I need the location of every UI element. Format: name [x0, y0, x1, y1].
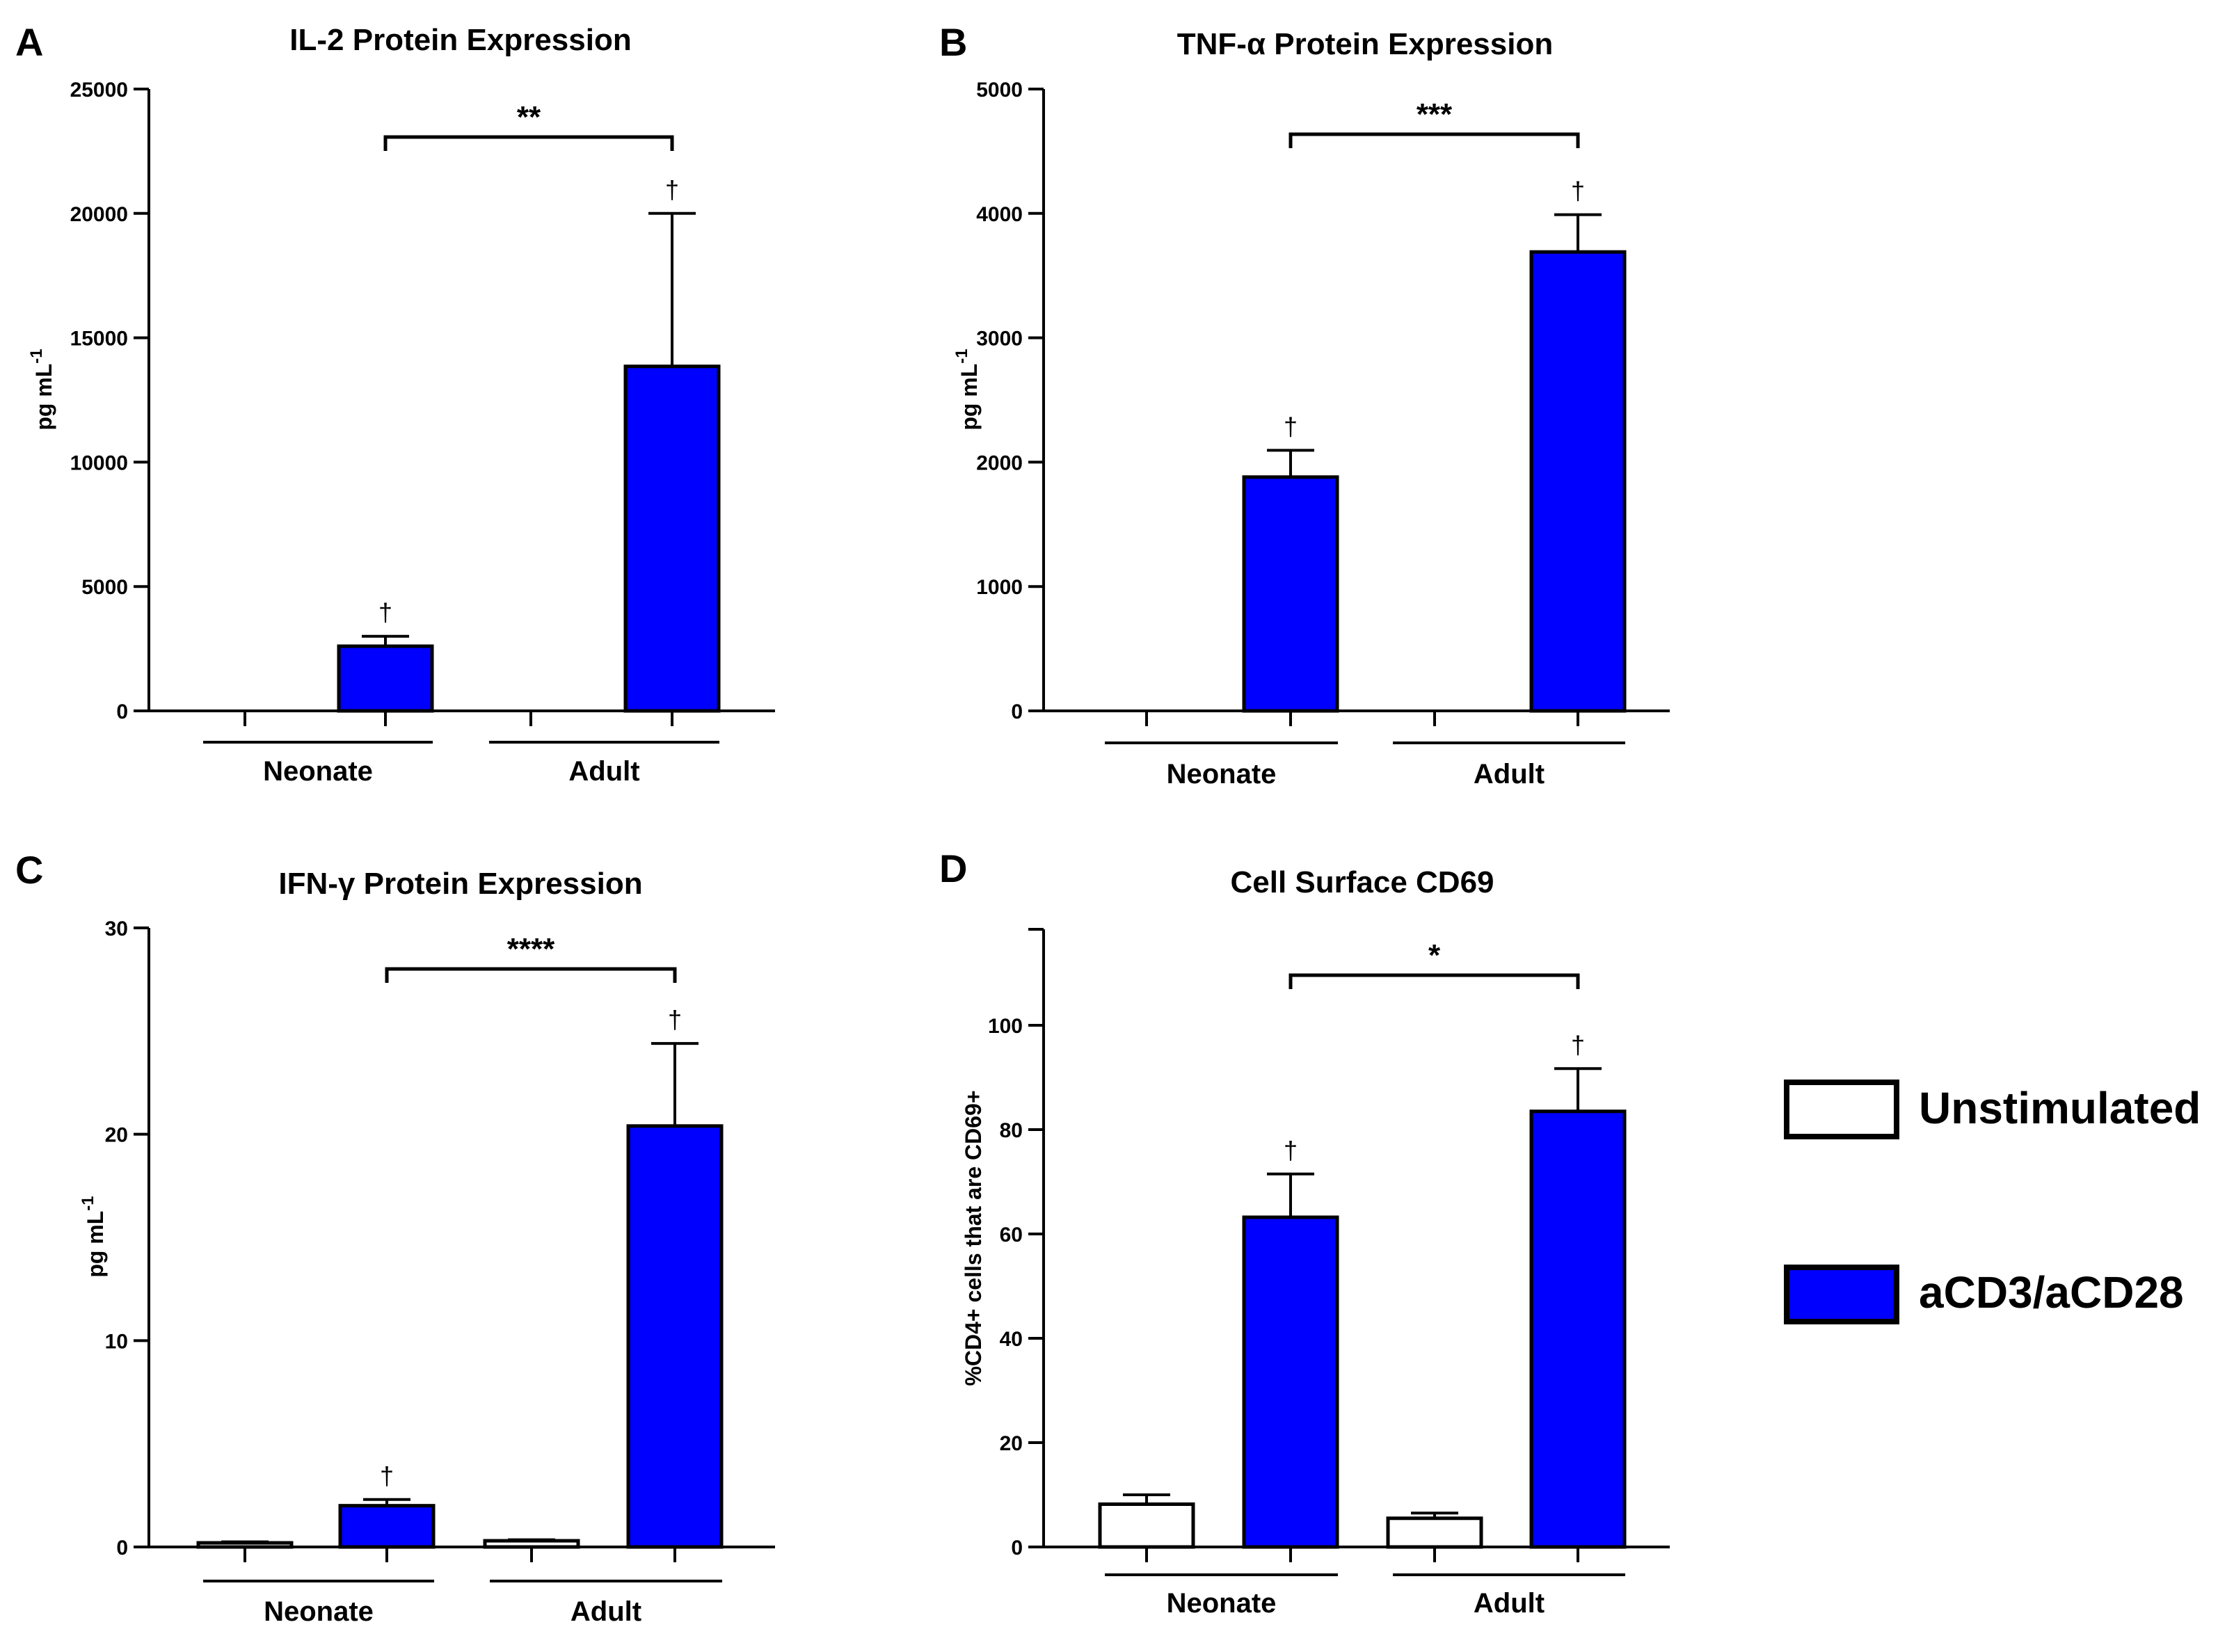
legend-swatch-unstimulated	[1784, 1080, 1899, 1139]
significance-label: *	[1428, 938, 1441, 972]
dagger-mark: †	[1284, 412, 1298, 440]
y-tick-label: 25000	[70, 79, 128, 102]
y-tick-label: 2000	[976, 451, 1023, 474]
y-tick-label: 40	[1000, 1328, 1023, 1351]
y-tick-label: 5000	[81, 576, 128, 599]
group-label: Neonate	[264, 1596, 374, 1627]
dagger-mark: †	[1571, 1030, 1585, 1059]
group-label: Adult	[1474, 1588, 1545, 1619]
bar-stimulated	[626, 1124, 724, 1549]
panel-letter: C	[15, 848, 43, 892]
group-label: Adult	[571, 1596, 641, 1627]
significance-bracket	[1288, 132, 1580, 148]
y-tick-label: 80	[1000, 1119, 1023, 1142]
y-axis-label: %CD4+ cells that are CD69+	[961, 1090, 986, 1386]
significance-bracket	[1288, 973, 1580, 989]
significance-label: **	[517, 100, 541, 134]
bar-stimulated	[1242, 1215, 1339, 1549]
dagger-mark: †	[1571, 177, 1585, 205]
panel-a: A IL-2 Protein Expression 0 5000 10000 15000 2…	[15, 20, 775, 787]
y-tick-label: 4000	[976, 203, 1023, 226]
y-tick-label: 100	[988, 1015, 1023, 1038]
significance-bracket	[383, 135, 674, 151]
group-label: Neonate	[1167, 1588, 1277, 1619]
bar-stimulated	[1529, 250, 1627, 713]
chart-title: TNF-α Protein Expression	[1177, 27, 1553, 61]
dagger-mark: †	[378, 598, 392, 627]
chart-title: Cell Surface CD69	[1230, 865, 1494, 899]
dagger-mark: †	[1284, 1136, 1298, 1164]
group-label: Neonate	[263, 756, 373, 787]
y-tick-label: 3000	[976, 328, 1023, 351]
y-tick-label: 10	[105, 1330, 128, 1353]
panel-letter: B	[939, 20, 967, 64]
significance-bracket	[385, 967, 677, 983]
bar-stimulated	[1242, 475, 1339, 713]
y-tick-label: 0	[116, 1537, 128, 1559]
legend-label-unstimulated: Unstimulated	[1919, 1083, 2201, 1133]
chart-title: IFN-γ Protein Expression	[278, 867, 642, 901]
y-axis-label: pg mL-1	[952, 348, 982, 430]
y-tick-label: 0	[1011, 1537, 1023, 1559]
y-tick-label: 1000	[976, 576, 1023, 599]
y-tick-label: 5000	[976, 79, 1023, 102]
y-tick-label: 20	[105, 1124, 128, 1147]
significance-label: ***	[1417, 97, 1453, 131]
y-tick-label: 10000	[70, 451, 128, 474]
group-label: Adult	[568, 756, 639, 787]
bar-stimulated	[1529, 1109, 1627, 1549]
legend-label-stimulated: aCD3/aCD28	[1919, 1267, 2184, 1317]
y-tick-label: 20000	[70, 203, 128, 226]
chart-title: IL-2 Protein Expression	[289, 23, 631, 57]
y-axis-label: pg mL-1	[27, 348, 56, 430]
dagger-mark: †	[665, 175, 679, 204]
group-label: Neonate	[1167, 759, 1277, 789]
bar-stimulated	[338, 1504, 436, 1549]
group-label: Adult	[1474, 759, 1545, 789]
bar-unstimulated	[196, 1541, 294, 1549]
legend: Unstimulated aCD3/aCD28	[1784, 1080, 2201, 1324]
y-axis-label: pg mL-1	[79, 1196, 108, 1277]
legend-swatch-stimulated	[1784, 1265, 1899, 1324]
y-tick-label: 30	[105, 917, 128, 940]
panel-b: B TNF-α Protein Expression 0 1000 2000 3000 40…	[939, 20, 1670, 789]
bar-unstimulated	[1386, 1516, 1483, 1549]
bar-unstimulated	[483, 1539, 580, 1549]
dagger-mark: †	[380, 1461, 394, 1490]
dagger-mark: †	[668, 1005, 682, 1034]
y-tick-label: 15000	[70, 328, 128, 351]
y-tick-label: 0	[116, 700, 128, 723]
significance-label: ****	[507, 932, 555, 966]
bar-stimulated	[623, 364, 721, 713]
y-tick-label: 0	[1011, 700, 1023, 723]
y-tick-label: 60	[1000, 1224, 1023, 1246]
panel-d: D Cell Surface CD69 0 20 40 60 80 100 %CD4+ cell…	[939, 847, 1670, 1619]
panel-c: C IFN-γ Protein Expression 0 10 20 30 pg mL-1 †…	[15, 848, 775, 1627]
panel-letter: D	[939, 847, 967, 890]
panel-letter: A	[15, 20, 43, 64]
bar-stimulated	[337, 644, 434, 713]
bar-unstimulated	[1098, 1502, 1195, 1549]
y-tick-label: 20	[1000, 1432, 1023, 1455]
